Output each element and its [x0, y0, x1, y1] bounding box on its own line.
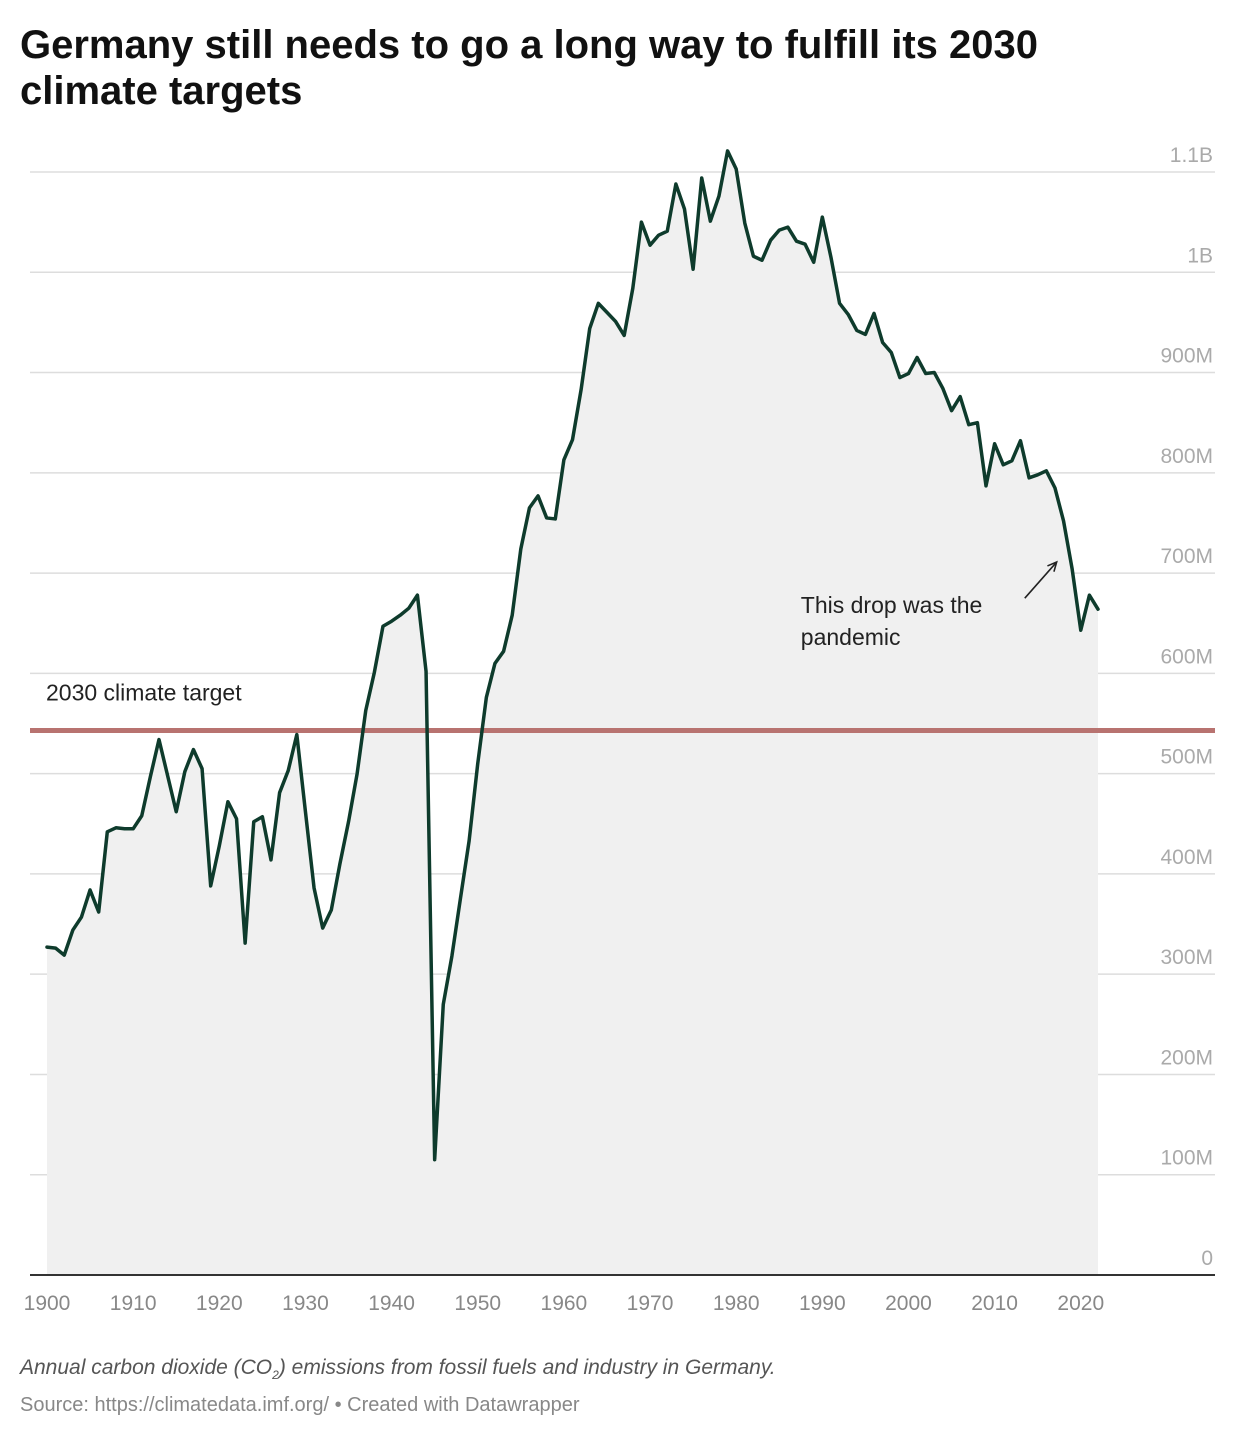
x-tick-label: 2000 [885, 1292, 932, 1315]
annotation-text: pandemic [801, 624, 901, 650]
y-tick-label: 900M [1160, 345, 1213, 368]
y-tick-label: 0 [1201, 1247, 1213, 1270]
annotation-arrow-head [1047, 560, 1058, 572]
y-tick-label: 700M [1160, 545, 1213, 568]
y-tick-label: 1B [1187, 244, 1213, 267]
series-line [45, 149, 1100, 1162]
x-tick-label: 2020 [1057, 1292, 1104, 1315]
x-tick-label: 1900 [24, 1292, 71, 1315]
target-label: 2030 climate target [46, 680, 242, 706]
x-tick-label: 1970 [627, 1292, 674, 1315]
y-tick-label: 1.1B [1170, 144, 1213, 167]
x-tick-label: 2010 [971, 1292, 1018, 1315]
x-tick-label: 1990 [799, 1292, 846, 1315]
target-line-group: 2030 climate target [30, 680, 1215, 734]
emissions-chart: 2030 climate target 0 100M 200M 300M 400M 500… [24, 144, 1215, 1315]
x-tick-label: 1930 [282, 1292, 329, 1315]
y-tick-label: 600M [1160, 645, 1213, 668]
y-tick-label: 400M [1160, 846, 1213, 869]
chart-title: Germany still needs to go a long way to … [20, 23, 1039, 113]
description-text-start: Annual carbon dioxide (CO [20, 1356, 273, 1379]
series-area [47, 150, 1098, 1276]
annotation-text: This drop was the [801, 592, 983, 618]
y-tick-label: 300M [1160, 946, 1213, 969]
x-tick-label: 1910 [110, 1292, 157, 1315]
area-fill [47, 150, 1098, 1276]
x-tick-label: 1940 [368, 1292, 415, 1315]
y-tick-label: 100M [1160, 1147, 1213, 1170]
y-tick-label: 200M [1160, 1046, 1213, 1069]
x-tick-label: 1920 [196, 1292, 243, 1315]
x-tick-label: 1980 [713, 1292, 760, 1315]
series-line-group [45, 149, 1100, 1162]
y-tick-label: 500M [1160, 746, 1213, 769]
description-subscript: 2 [272, 1368, 279, 1383]
annotations: This drop was the pandemic [801, 560, 1058, 650]
y-tick-label: 800M [1160, 445, 1213, 468]
description-text-end: ) emissions from fossil fuels and indust… [278, 1356, 776, 1379]
x-tick-label: 1960 [541, 1292, 588, 1315]
axes: 0 100M 200M 300M 400M 500M 600M 700M 800M 900M 1B 1… [24, 144, 1215, 1315]
chart-description: Annual carbon dioxide (CO2) emissions fr… [20, 1356, 776, 1382]
chart-source: Source: https://climatedata.imf.org/ • C… [20, 1394, 580, 1416]
annotation-arrow-line [1024, 561, 1058, 599]
x-tick-label: 1950 [454, 1292, 501, 1315]
